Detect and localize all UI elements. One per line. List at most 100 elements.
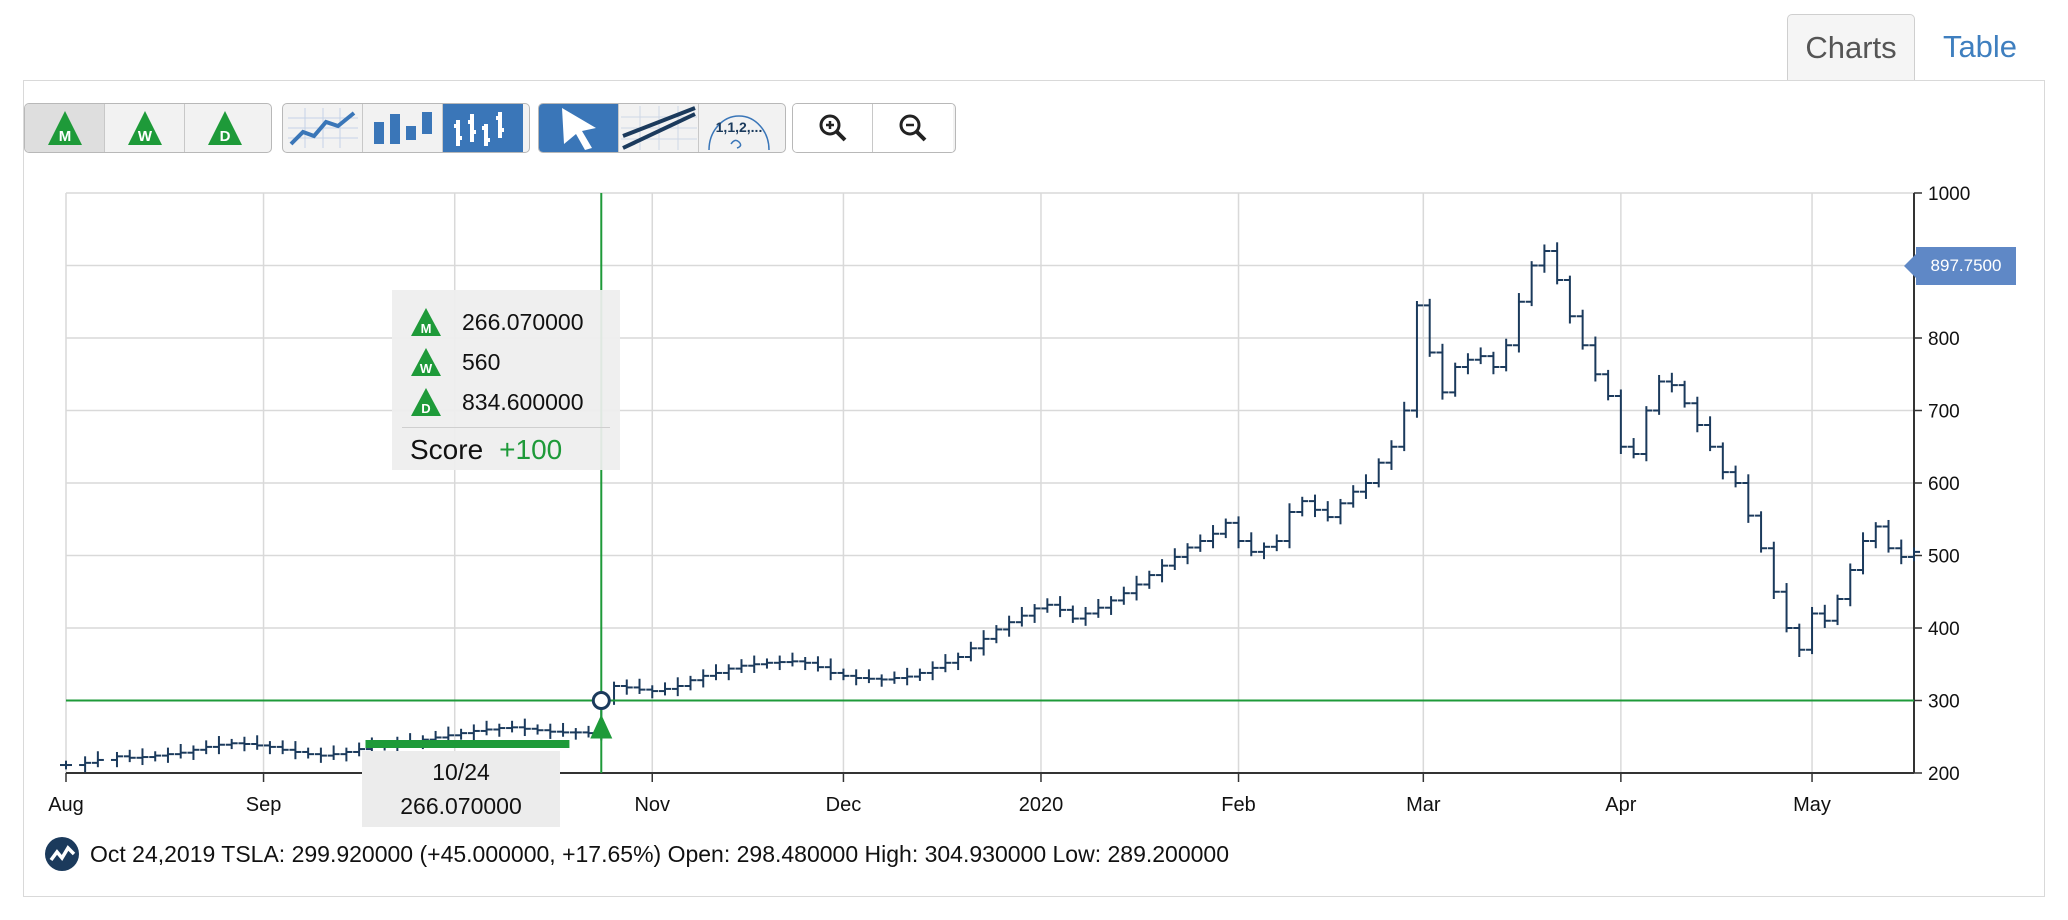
line-chart-button[interactable] (283, 104, 363, 152)
trendline-tool-button[interactable] (619, 104, 699, 152)
tooltip-d-value: 834.600000 (462, 388, 584, 415)
rating-tooltip: M 266.070000 W 560 D 834.600000 Score +1… (392, 290, 620, 470)
rating-d-icon: D (411, 388, 441, 416)
rating-toolbar: M W D (24, 103, 272, 153)
svg-text:M: M (58, 128, 71, 145)
ohlc-bar (1308, 494, 1321, 518)
pointer-icon (561, 108, 596, 150)
crosshair-value: 266.070000 (400, 793, 522, 819)
tooltip-d-row: D 834.600000 (410, 384, 584, 420)
ohlc-bar (544, 723, 557, 739)
ohlc-bar (850, 669, 863, 686)
ohlc-bar (1602, 369, 1615, 401)
ohlc-bar (251, 735, 264, 750)
ohlc-bar (1321, 501, 1334, 522)
ohlc-bar (837, 668, 850, 681)
ohlc-bar (1831, 594, 1844, 626)
ohlc-bar (110, 751, 123, 768)
ohlc-bar (977, 630, 990, 656)
ohlc-bar (149, 751, 162, 762)
y-tick-label: 300 (1928, 692, 1960, 713)
ohlc-bar (1194, 534, 1207, 552)
ohlc-bar (888, 671, 901, 684)
crosshair-point (591, 691, 611, 711)
ohlc-bar (161, 747, 174, 763)
ohlc-bar (646, 685, 659, 699)
svg-text:W: W (420, 361, 433, 376)
tooltip-w-row: W 560 (410, 344, 500, 380)
y-tick-label: 800 (1928, 329, 1960, 350)
ohlc-bar (1410, 301, 1423, 418)
rating-m-icon: M (411, 308, 441, 336)
ohlc-bar (569, 728, 582, 740)
rating-m-marker-icon (590, 714, 613, 739)
ohlc-bar (467, 724, 480, 741)
rating-d-button[interactable]: D (185, 104, 265, 152)
ohlc-bar (340, 747, 353, 762)
last-price-tag: 897.7500 (1904, 247, 2016, 285)
ohlc-bar (659, 682, 672, 696)
ohlc-bar (187, 745, 200, 760)
candlestick-button[interactable] (363, 104, 443, 152)
ohlc-bar (1219, 518, 1232, 539)
ohlc-bar (709, 664, 722, 681)
svg-text:W: W (137, 128, 152, 145)
tab-charts[interactable]: Charts (1787, 14, 1915, 81)
ohlc-bar (875, 674, 888, 687)
line-chart-icon (287, 108, 358, 148)
ohlc-bar (455, 728, 468, 740)
ohlc-bar (1207, 525, 1220, 549)
status-text: Oct 24,2019 TSLA: 299.920000 (+45.000000… (90, 840, 1229, 867)
ohlc-bar (1359, 474, 1372, 499)
x-tick-label: Aug (48, 794, 84, 816)
ohlc-bar (633, 678, 646, 694)
ohlc-bar (1054, 596, 1067, 618)
zoom-in-icon (819, 114, 846, 142)
ohlc-bar (773, 655, 786, 671)
ohlc-bar (1334, 498, 1347, 525)
ohlc-bar (79, 756, 92, 773)
status-line: Oct 24,2019 TSLA: 299.920000 (+45.000000… (44, 836, 1229, 872)
tab-table[interactable]: Table (1942, 29, 2018, 64)
ohlc-bar (620, 679, 633, 695)
ohlc-bar (1742, 474, 1755, 523)
zoom-out-button[interactable] (873, 104, 953, 152)
ohlc-bar (225, 738, 238, 750)
chart-logo-icon (45, 837, 79, 871)
ohlc-bar (91, 751, 104, 768)
crosshair-x-label: 10/24 266.070000 (362, 751, 560, 827)
ohlc-bar (123, 749, 136, 763)
ohlc-bar (557, 722, 570, 737)
ohlc-bar (1908, 547, 1920, 562)
zoom-toolbar (792, 103, 956, 153)
rating-w-icon: W (127, 111, 162, 145)
pointer-tool-button[interactable] (539, 104, 619, 152)
tooltip-w-value: 560 (462, 348, 501, 375)
rating-w-button[interactable]: W (105, 104, 185, 152)
ohlc-bar (735, 659, 748, 673)
ohlc-bar (1130, 575, 1143, 601)
ohlc-bar (1627, 438, 1640, 459)
ohlc-bar (1066, 605, 1079, 623)
ohlc-bar-button[interactable] (443, 104, 523, 152)
ohlc-bar (1143, 570, 1156, 589)
ohlc-bar (684, 675, 697, 691)
ohlc-bar (1283, 503, 1296, 549)
rating-m-button[interactable]: M (25, 104, 105, 152)
ohlc-bar (1895, 539, 1908, 565)
x-tick-label: Dec (826, 794, 862, 816)
fibonacci-tool-button[interactable]: 1,1,2,... (699, 104, 779, 152)
ohlc-bar (1844, 563, 1857, 607)
ohlc-bar (493, 723, 506, 737)
ohlc-bar (136, 748, 149, 766)
ohlc-bar (1614, 389, 1627, 454)
ohlc-bar (1512, 293, 1525, 353)
zoom-in-button[interactable] (793, 104, 873, 152)
ohlc-bar (1423, 298, 1436, 357)
ohlc-bar (1704, 416, 1717, 452)
ohlc-bar (1576, 309, 1589, 350)
candlestick-icon (373, 112, 432, 144)
tooltip-m-row: M 266.070000 (410, 304, 584, 340)
svg-text:D: D (421, 401, 430, 416)
